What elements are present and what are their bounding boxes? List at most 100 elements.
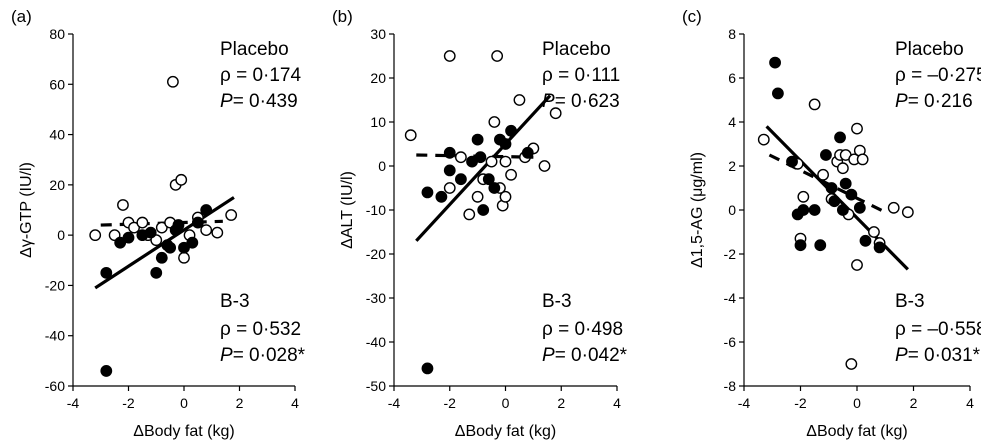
y-tick-label: 4 [728,114,736,130]
x-axis-label: ΔBody fat (kg) [455,423,556,440]
y-tick-label: -50 [366,378,386,394]
placebo-point [549,107,562,120]
placebo-point [178,251,190,264]
y-tick-label: 8 [728,26,736,42]
b3-rho: ρ = –0·558 [895,319,981,340]
x-tick-label: -2 [122,395,135,411]
y-tick-label: -20 [366,246,386,262]
y-tick-label: -10 [366,202,386,218]
y-tick-label: -40 [45,328,65,344]
placebo-point [404,129,417,142]
b3-point [122,231,135,244]
panel-c: -8 -6 -4 -2 0 2 4 6 8 -4 -2 0 2 4 ΔBody fat (kg) Δ1,5-A… [682,7,981,440]
b3-point [797,204,810,216]
b3-p: P= 0·031* [895,345,981,366]
b3-point [488,182,501,194]
b3-title: B-3 [542,291,572,312]
b3-point [834,131,846,144]
placebo-point [817,168,829,181]
placebo-point [868,226,880,238]
b3-point [794,239,807,252]
b3-point [482,173,495,186]
x-axis-label: ΔBody fat (kg) [806,423,907,440]
y-tick-label: 60 [49,76,65,92]
b3-point [772,87,784,100]
b3-title: B-3 [220,291,250,312]
b3-point [150,266,163,279]
b3-point [839,177,852,190]
placebo-point [797,190,810,203]
b3-point [873,241,886,254]
b3-point [191,216,204,229]
b3-point [144,226,157,239]
x-tick-label: 2 [557,395,565,411]
placebo-point [491,50,504,62]
b3-point [455,173,467,186]
b3-point [853,201,866,214]
x-tick-label: -4 [388,395,401,411]
b3-point [859,234,872,247]
b3-point [820,149,832,161]
placebo-point [851,122,863,135]
placebo-title: Placebo [542,39,611,60]
b3-point [443,146,456,159]
x-tick-label: -2 [794,395,807,411]
placebo-point [901,206,914,219]
b3-point [814,239,827,252]
placebo-point [513,94,526,106]
placebo-point [454,151,467,164]
b3-point [100,365,113,377]
b3-point [200,204,213,216]
placebo-point [200,224,213,237]
x-tick-label: 4 [291,395,299,411]
placebo-point [757,133,770,146]
placebo-point [851,259,863,271]
y-tick-label: -40 [366,334,386,350]
b3-point [825,182,838,194]
y-tick-label: 0 [57,227,65,243]
placebo-point [808,98,821,111]
y-tick-label: -8 [724,378,737,394]
b3-point [845,188,858,201]
placebo-point [443,50,456,62]
placebo-title: Placebo [895,39,964,60]
b3-point [435,190,448,203]
y-tick-label: 0 [728,202,736,218]
placebo-point [443,182,456,194]
placebo-rho: ρ = –0·275 [895,65,981,86]
b3-p: P= 0·028* [220,345,306,366]
panel-label: (a) [11,7,32,26]
placebo-point [175,173,188,186]
placebo-point [136,216,149,229]
x-tick-label: 2 [910,395,918,411]
y-tick-label: 6 [728,70,736,86]
y-tick-label: -4 [724,290,737,306]
y-tick-label: -2 [724,246,737,262]
panel-label: (c) [682,7,702,26]
placebo-point [166,75,179,88]
placebo-point [499,155,512,168]
x-tick-label: 2 [236,395,244,411]
placebo-point [505,168,517,181]
y-tick-label: -60 [45,378,65,394]
placebo-rho: ρ = 0·111 [542,65,620,86]
y-axis-label: Δγ-GTP (IU/l) [18,162,35,258]
x-axis-label: ΔBody fat (kg) [133,423,234,440]
y-tick-label: 30 [370,26,386,42]
b3-point [808,204,821,216]
placebo-point [887,201,900,214]
y-tick-label: -20 [45,277,65,293]
placebo-point [538,160,551,172]
placebo-point [117,199,129,211]
placebo-point [471,190,484,203]
b3-point [499,138,512,150]
y-tick-label: -6 [724,334,737,350]
b3-point [172,219,185,231]
x-tick-label: 0 [853,395,861,411]
x-tick-label: -4 [67,395,80,411]
y-tick-label: 0 [378,158,386,174]
b3-point [477,204,490,216]
